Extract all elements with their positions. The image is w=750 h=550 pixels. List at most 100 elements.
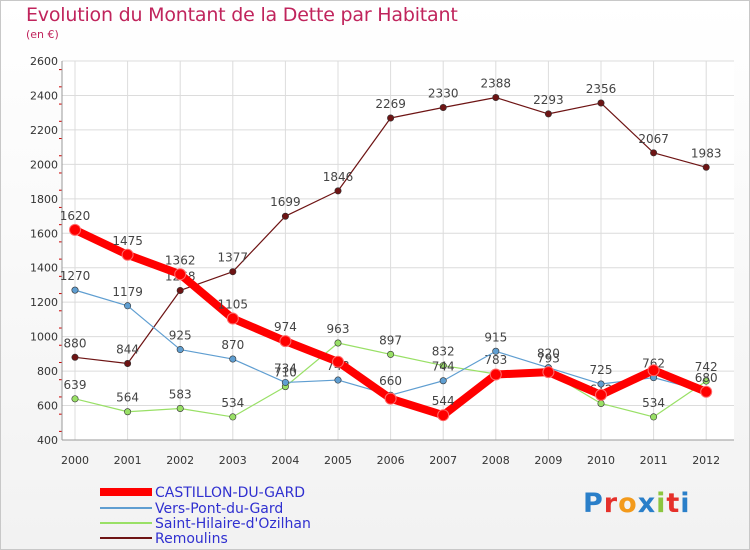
x-tick-label: 2000 [61, 454, 89, 467]
data-label: 915 [484, 330, 507, 344]
data-label: 734 [274, 361, 297, 375]
data-label: 2067 [638, 132, 669, 146]
data-point [492, 347, 500, 355]
legend-label: Vers-Pont-du-Gard [155, 501, 283, 517]
data-point [226, 312, 239, 325]
y-tick-label: 1600 [30, 227, 58, 240]
data-point [439, 104, 447, 112]
data-label: 897 [379, 333, 402, 347]
data-point [71, 286, 79, 294]
data-label: 564 [116, 391, 139, 405]
x-tick-label: 2010 [587, 454, 615, 467]
y-tick-label: 2400 [30, 89, 58, 102]
x-tick-label: 2006 [377, 454, 405, 467]
data-label: 680 [695, 371, 718, 385]
x-tick-label: 2012 [692, 454, 720, 467]
data-point [229, 355, 237, 363]
y-tick-label: 1200 [30, 296, 58, 309]
data-point [702, 163, 710, 171]
data-point [492, 94, 500, 102]
x-tick-label: 2011 [640, 454, 668, 467]
data-label: 544 [432, 394, 455, 408]
chart-title: Evolution du Montant de la Dette par Hab… [26, 4, 458, 26]
data-point [597, 380, 605, 388]
legend-label: Remoulins [155, 531, 228, 547]
x-tick-label: 2002 [166, 454, 194, 467]
data-label: 1377 [218, 251, 249, 265]
data-point [174, 268, 187, 281]
data-label: 1105 [218, 298, 249, 312]
x-tick-label: 2007 [429, 454, 457, 467]
proxiti-logo: Proxiti [583, 488, 691, 519]
data-point [439, 377, 447, 385]
data-point [229, 268, 237, 276]
data-label: 832 [432, 345, 455, 359]
data-label: 870 [221, 338, 244, 352]
data-point [387, 350, 395, 358]
y-tick-label: 2200 [30, 124, 58, 137]
data-point [702, 377, 710, 385]
data-label: 2269 [375, 97, 406, 111]
data-label: 639 [64, 378, 87, 392]
plot-area [62, 61, 734, 440]
data-label: 1699 [270, 195, 301, 209]
data-point [124, 408, 132, 416]
data-point [597, 399, 605, 407]
logo-letter: t [666, 488, 681, 519]
data-point [650, 413, 658, 421]
data-point [229, 413, 237, 421]
data-label: 820 [537, 347, 560, 361]
logo-letter: o [618, 488, 638, 519]
data-label: 1846 [323, 170, 354, 184]
data-point [176, 286, 184, 294]
y-tick-label: 2000 [30, 158, 58, 171]
data-point [124, 302, 132, 310]
data-point [279, 335, 292, 348]
data-point [334, 376, 342, 384]
data-point [281, 212, 289, 220]
x-tick-label: 2009 [534, 454, 562, 467]
data-label: 2293 [533, 93, 564, 107]
x-tick-label: 2005 [324, 454, 352, 467]
data-point [121, 248, 134, 261]
x-tick-label: 2004 [271, 454, 299, 467]
y-tick-label: 600 [37, 400, 58, 413]
data-label: 2356 [586, 82, 617, 96]
data-label: 710 [274, 366, 297, 380]
data-label: 844 [116, 343, 139, 357]
data-point [439, 362, 447, 370]
y-tick-label: 2600 [30, 55, 58, 68]
data-label: 1475 [112, 234, 143, 248]
data-label: 762 [642, 357, 665, 371]
data-label: 1179 [112, 285, 143, 299]
data-point [437, 409, 450, 422]
data-label: 880 [64, 336, 87, 350]
data-label: 725 [590, 363, 613, 377]
data-point [71, 395, 79, 403]
data-label: 1620 [60, 209, 91, 223]
data-point [489, 368, 502, 381]
data-label: 2388 [481, 77, 512, 91]
logo-letter: r [603, 488, 619, 519]
y-tick-label: 400 [37, 434, 58, 447]
x-tick-label: 2001 [114, 454, 142, 467]
chart-subtitle: (en €) [26, 28, 59, 41]
data-label: 1270 [60, 269, 91, 283]
data-point [387, 114, 395, 122]
data-point [700, 385, 713, 398]
data-label: 793 [537, 351, 560, 365]
data-point [176, 404, 184, 412]
data-point [544, 110, 552, 118]
y-tick-label: 800 [37, 365, 58, 378]
logo-letter: i [680, 488, 691, 519]
y-tick-label: 1400 [30, 262, 58, 275]
data-point [384, 392, 397, 405]
data-point [69, 223, 81, 236]
data-label: 534 [642, 396, 665, 410]
y-tick-label: 1000 [30, 331, 58, 344]
data-label: 974 [274, 320, 297, 334]
data-label: 583 [169, 387, 192, 401]
data-point [332, 355, 344, 368]
data-label: 534 [221, 396, 244, 410]
